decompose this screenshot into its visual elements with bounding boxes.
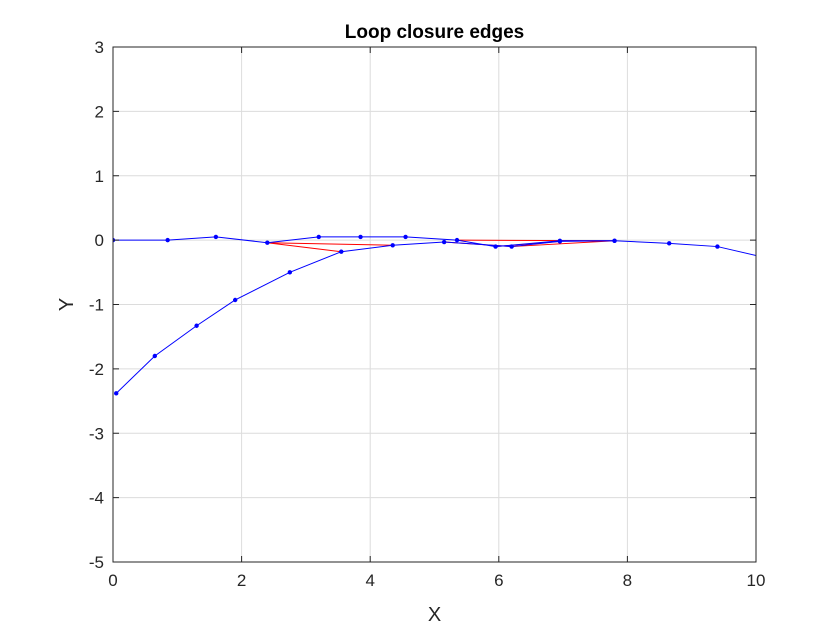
y-tick-label: 2 bbox=[95, 102, 104, 121]
trajectory-point bbox=[715, 244, 720, 249]
y-tick-label: -1 bbox=[89, 296, 104, 315]
trajectory-point bbox=[557, 239, 563, 244]
trajectory-point bbox=[612, 238, 617, 243]
y-tick-label: 0 bbox=[95, 231, 104, 250]
trajectory-point bbox=[757, 254, 761, 258]
trajectory-point bbox=[265, 240, 270, 245]
trajectory-point bbox=[403, 234, 408, 240]
loop-closure-edge bbox=[267, 242, 393, 246]
trajectory-point bbox=[493, 244, 498, 249]
y-tick-label: -3 bbox=[89, 424, 104, 443]
trajectory-point bbox=[666, 241, 672, 246]
trajectory-point bbox=[454, 237, 460, 243]
trajectory-point bbox=[114, 391, 119, 396]
trajectory-point bbox=[194, 323, 199, 328]
trajectory-point bbox=[232, 297, 238, 303]
trajectory-point bbox=[165, 237, 170, 243]
trajectory-point bbox=[287, 270, 293, 275]
x-axis-label: X bbox=[428, 604, 441, 626]
x-tick-label: 2 bbox=[237, 571, 246, 590]
loop-closure-edge bbox=[511, 240, 615, 248]
trajectory-line bbox=[113, 236, 756, 256]
y-tick-label: 1 bbox=[95, 167, 104, 186]
chart-title: Loop closure edges bbox=[345, 22, 524, 43]
trajectory-point bbox=[509, 244, 514, 249]
x-tick-label: 10 bbox=[747, 571, 766, 590]
trajectory-point bbox=[152, 353, 157, 359]
trajectory-point bbox=[358, 234, 363, 240]
x-tick-label: 4 bbox=[365, 571, 374, 590]
trajectory-points bbox=[113, 234, 761, 396]
y-tick-label: -4 bbox=[89, 489, 104, 508]
x-tick-label: 0 bbox=[108, 571, 117, 590]
loop-closure-edge bbox=[267, 242, 342, 253]
y-axis-label: Y bbox=[56, 298, 78, 311]
x-tick-label: 8 bbox=[623, 571, 632, 590]
trajectory-point bbox=[390, 243, 395, 248]
grid bbox=[113, 47, 756, 562]
x-tick-label: 6 bbox=[494, 571, 503, 590]
y-tick-label: 3 bbox=[95, 38, 104, 57]
y-tick-label: -5 bbox=[89, 553, 104, 572]
trajectory-point bbox=[339, 249, 344, 254]
trajectory-point bbox=[316, 234, 321, 240]
trajectory-point bbox=[213, 234, 219, 240]
trajectory-point bbox=[441, 239, 447, 245]
y-tick-label: -2 bbox=[89, 360, 104, 379]
